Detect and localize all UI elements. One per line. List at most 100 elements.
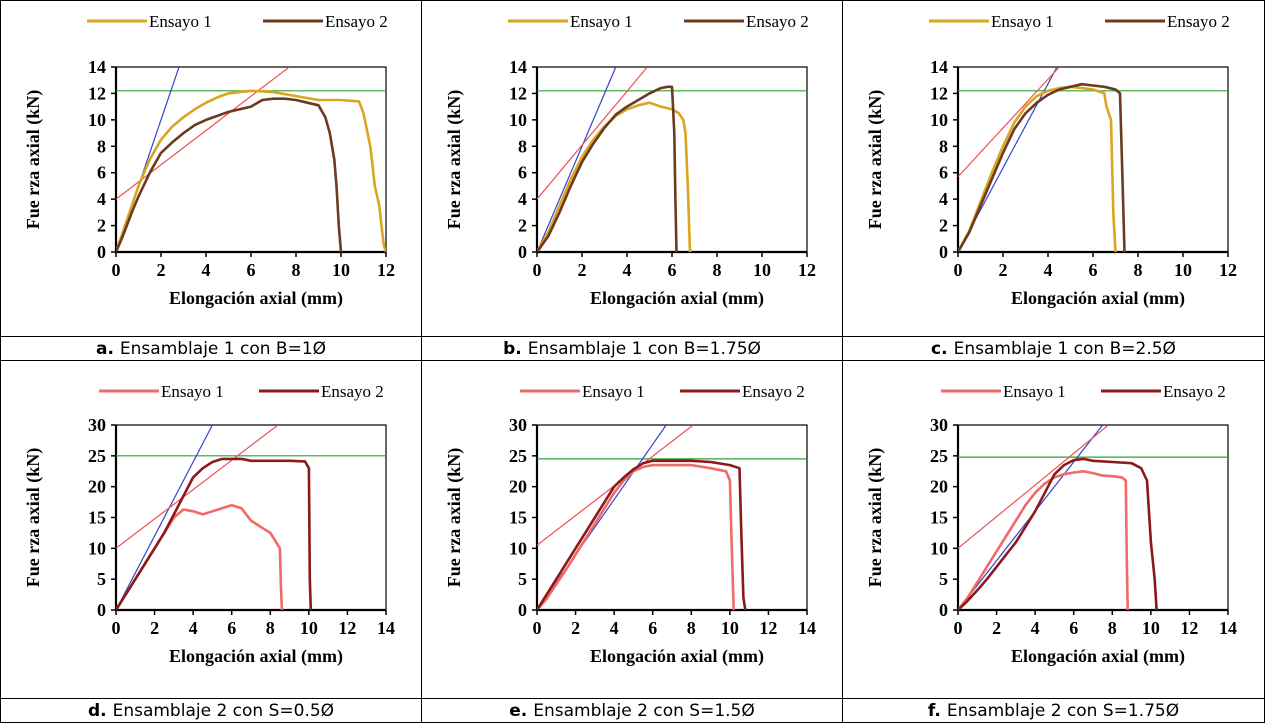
series-line-ensayo-2 [958, 82, 1126, 252]
caption-d-letter: d. [87, 700, 107, 721]
x-tick-label: 4 [189, 618, 198, 638]
y-tick-label: 2 [97, 216, 106, 236]
plot-area-a: 0 2 4 6 8 10 12 0 2 4 6 8 10 12 14 [88, 57, 395, 280]
x-tick-label: 4 [1044, 260, 1053, 280]
plot-frame [957, 424, 1229, 611]
series-line-ensayo-2 [116, 457, 313, 610]
y-axis-label: Fue rza axial (kN) [444, 90, 465, 229]
series-line-secant [958, 425, 1109, 549]
x-tick-label: 12 [798, 260, 816, 280]
x-tick-label: 8 [713, 260, 722, 280]
y-tick-label: 4 [939, 189, 948, 209]
x-tick-label: 8 [292, 260, 301, 280]
series-group-a [116, 67, 386, 252]
chart-d: 0 2 4 6 8 10 12 14 0 5 10 15 20 25 30 Elongación axial … [23, 382, 395, 667]
x-tick-label: 0 [533, 618, 542, 638]
x-tick-label: 12 [1180, 618, 1198, 638]
caption-b-text: Ensamblaje 1 con B=1.75Ø [527, 338, 761, 359]
x-tick-label: 8 [266, 618, 275, 638]
series-line-secant [116, 425, 279, 549]
x-axis-label: Elongación axial (mm) [1011, 288, 1185, 309]
x-axis-label: Elongación axial (mm) [590, 288, 764, 309]
x-tick-label: 0 [112, 618, 121, 638]
x-tick-label: 2 [571, 618, 580, 638]
chart-e: 0 2 4 6 8 10 12 14 0 5 10 15 20 25 30 Elongación axial … [444, 382, 816, 667]
plot-area-d: 0 2 4 6 8 10 12 14 0 5 10 15 20 25 30 [88, 415, 395, 638]
y-tick-label: 0 [939, 600, 948, 620]
plot-area-c: 0 2 4 6 8 10 12 0 2 4 6 8 10 12 14 [930, 57, 1237, 280]
caption-b-letter: b. [503, 338, 522, 359]
x-axis-label: Elongación axial (mm) [169, 646, 343, 667]
legend: Ensayo 1 Ensayo 2 [99, 382, 384, 401]
caption-a-letter: a. [95, 338, 114, 359]
series-line-ensayo-2 [537, 459, 747, 610]
legend-label: Ensayo 2 [1163, 382, 1226, 401]
x-tick-label: 10 [1174, 260, 1192, 280]
legend-label: Ensayo 2 [742, 382, 805, 401]
legend-label: Ensayo 2 [746, 12, 809, 31]
caption-c: c. Ensamblaje 1 con B=2.5Ø [843, 337, 1264, 360]
y-tick-label: 25 [509, 446, 527, 466]
x-tick-label: 6 [1089, 260, 1098, 280]
y-axis-label: Fue rza axial (kN) [23, 90, 44, 229]
caption-f: f. Ensamblaje 2 con S=1.75Ø [843, 699, 1264, 722]
chart-f: 0 2 4 6 8 10 12 14 0 5 10 15 20 25 30 Elongación axial … [865, 382, 1237, 667]
legend-label: Ensayo 1 [570, 12, 633, 31]
legend: Ensayo 1 Ensayo 2 [941, 382, 1226, 401]
x-tick-label: 6 [1069, 618, 1078, 638]
caption-a: a. Ensamblaje 1 con B=1Ø [1, 337, 421, 360]
table-divider-caption-2 [0, 698, 1265, 699]
y-tick-label: 5 [939, 569, 948, 589]
y-tick-label: 8 [939, 136, 948, 156]
legend-label: Ensayo 2 [321, 382, 384, 401]
x-tick-label: 2 [999, 260, 1008, 280]
y-tick-label: 14 [930, 57, 948, 77]
series-group-f [958, 425, 1228, 610]
y-tick-label: 25 [930, 446, 948, 466]
chart-b: 0 2 4 6 8 10 12 0 2 4 6 8 10 12 14 Elongación axial (mm… [444, 12, 816, 309]
x-tick-label: 4 [202, 260, 211, 280]
x-tick-label: 6 [247, 260, 256, 280]
legend: Ensayo 1 Ensayo 2 [929, 12, 1230, 31]
table-border-top [0, 0, 1265, 1]
y-tick-label: 6 [97, 163, 106, 183]
series-line-tangent [537, 67, 617, 252]
caption-f-letter: f. [927, 700, 941, 721]
series-line-secant [958, 67, 1060, 178]
y-tick-label: 25 [88, 446, 106, 466]
y-tick-label: 5 [518, 569, 527, 589]
y-tick-label: 15 [88, 508, 106, 528]
y-axis-label: Fue rza axial (kN) [865, 90, 886, 229]
caption-e-text: Ensamblaje 2 con S=1.5Ø [533, 700, 755, 721]
y-tick-label: 12 [509, 83, 527, 103]
legend-label: Ensayo 1 [582, 382, 645, 401]
caption-d: d. Ensamblaje 2 con S=0.5Ø [1, 699, 421, 722]
y-tick-label: 14 [88, 57, 106, 77]
x-tick-label: 12 [1219, 260, 1237, 280]
caption-c-text: Ensamblaje 1 con B=2.5Ø [953, 338, 1176, 359]
y-tick-label: 20 [509, 477, 527, 497]
x-tick-label: 14 [1219, 618, 1237, 638]
x-tick-label: 12 [759, 618, 777, 638]
x-axis-label: Elongación axial (mm) [590, 646, 764, 667]
y-tick-label: 10 [930, 110, 948, 130]
y-tick-label: 4 [518, 189, 527, 209]
y-tick-label: 30 [88, 415, 106, 435]
y-tick-label: 12 [88, 83, 106, 103]
x-tick-label: 8 [687, 618, 696, 638]
x-tick-label: 0 [954, 618, 963, 638]
chart-a: 0 2 4 6 8 10 12 0 2 4 6 8 10 12 14 Elongación axial (mm… [23, 12, 395, 309]
x-axis-label: Elongación axial (mm) [169, 288, 343, 309]
legend: Ensayo 1 Ensayo 2 [520, 382, 805, 401]
legend-label: Ensayo 2 [1167, 12, 1230, 31]
x-tick-label: 10 [721, 618, 739, 638]
x-tick-label: 0 [954, 260, 963, 280]
plot-area-b: 0 2 4 6 8 10 12 0 2 4 6 8 10 12 14 [509, 57, 816, 280]
y-tick-label: 10 [930, 538, 948, 558]
y-tick-label: 5 [97, 569, 106, 589]
legend: Ensayo 1 Ensayo 2 [87, 12, 388, 31]
x-tick-label: 0 [533, 260, 542, 280]
x-tick-label: 0 [112, 260, 121, 280]
x-tick-label: 4 [1031, 618, 1040, 638]
